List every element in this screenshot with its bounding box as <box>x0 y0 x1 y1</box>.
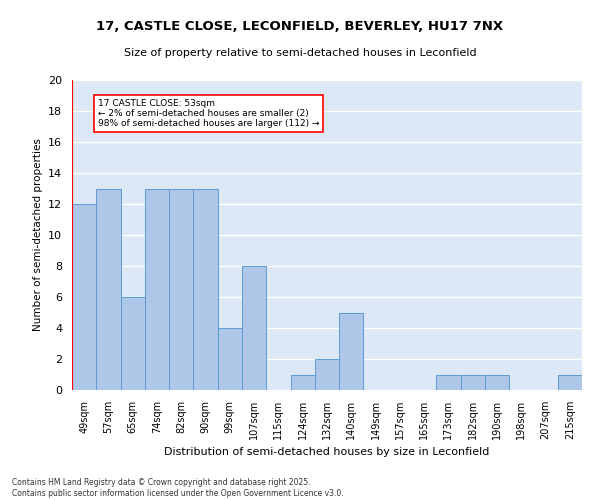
Text: Contains HM Land Registry data © Crown copyright and database right 2025.
Contai: Contains HM Land Registry data © Crown c… <box>12 478 344 498</box>
Bar <box>315 359 339 390</box>
Bar <box>242 266 266 390</box>
Bar <box>121 297 145 390</box>
Bar <box>558 374 582 390</box>
Text: Size of property relative to semi-detached houses in Leconfield: Size of property relative to semi-detach… <box>124 48 476 58</box>
Bar <box>436 374 461 390</box>
Y-axis label: Number of semi-detached properties: Number of semi-detached properties <box>32 138 43 332</box>
Bar <box>193 188 218 390</box>
X-axis label: Distribution of semi-detached houses by size in Leconfield: Distribution of semi-detached houses by … <box>164 448 490 458</box>
Text: 17, CASTLE CLOSE, LECONFIELD, BEVERLEY, HU17 7NX: 17, CASTLE CLOSE, LECONFIELD, BEVERLEY, … <box>97 20 503 33</box>
Bar <box>169 188 193 390</box>
Bar <box>96 188 121 390</box>
Bar <box>461 374 485 390</box>
Bar <box>290 374 315 390</box>
Text: 17 CASTLE CLOSE: 53sqm
← 2% of semi-detached houses are smaller (2)
98% of semi-: 17 CASTLE CLOSE: 53sqm ← 2% of semi-deta… <box>97 98 319 128</box>
Bar <box>145 188 169 390</box>
Bar <box>485 374 509 390</box>
Bar <box>218 328 242 390</box>
Bar <box>72 204 96 390</box>
Bar <box>339 312 364 390</box>
